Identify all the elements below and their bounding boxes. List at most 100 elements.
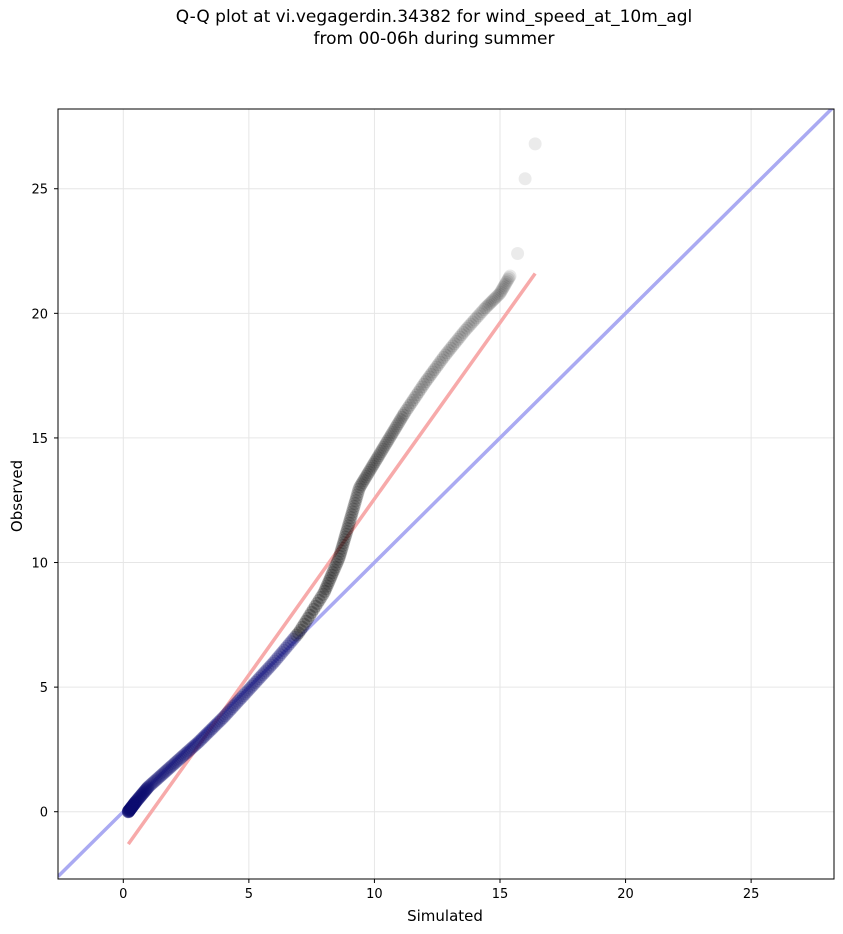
data-point [305,605,319,619]
data-point [458,323,472,337]
data-point [250,674,264,688]
x-axis: 0 5 10 15 20 25 [119,879,759,902]
data-point [316,587,330,601]
data-point [279,641,293,655]
data-point [335,541,349,555]
data-point [152,771,166,785]
y-tick-label: 25 [31,183,48,198]
data-point [477,303,491,317]
data-point [122,804,136,818]
data-point [136,787,150,801]
data-point [207,720,221,734]
data-point [144,778,158,792]
data-point [215,712,229,726]
data-point [412,385,426,399]
y-tick-label: 5 [40,681,48,696]
data-point [176,749,190,763]
data-point [125,800,139,814]
data-point [351,485,365,499]
data-point [490,290,504,304]
data-point [125,800,139,814]
data-point [339,527,353,541]
data-point [270,652,284,666]
x-tick-label: 20 [617,887,634,902]
data-point [466,315,480,329]
data-point [367,457,381,471]
x-tick-label: 25 [743,887,760,902]
data-point [342,516,356,530]
data-point [333,547,347,561]
data-point [210,717,224,731]
data-point [125,799,139,813]
data-point [326,566,340,580]
data-point [498,277,512,291]
data-point [460,321,474,335]
data-point [180,745,194,759]
data-point [230,696,244,710]
data-point [420,372,434,386]
data-point [318,584,332,598]
data-point [199,728,213,742]
data-point [503,269,517,283]
data-point [370,451,384,465]
data-point [446,339,460,353]
data-point [268,654,282,668]
data-point [343,513,357,527]
data-point [220,707,234,721]
data-point [122,804,136,818]
data-point [365,459,379,473]
data-point [137,785,151,799]
data-point [238,687,252,701]
data-point [349,494,363,508]
data-point [195,731,209,745]
data-point [334,544,348,558]
data-point [248,675,262,689]
data-point [349,491,363,505]
data-point [286,633,300,647]
data-point [153,770,167,784]
data-point [511,247,525,261]
data-point [464,317,478,331]
data-point [139,783,153,797]
data-point [320,579,334,593]
data-point [387,423,401,437]
data-point [495,284,509,298]
data-point [273,648,287,662]
data-point [192,734,206,748]
data-point [347,499,361,513]
data-point [406,393,420,407]
data-point [125,800,139,814]
data-point [431,358,445,372]
data-point [518,172,532,186]
data-point [218,709,232,723]
data-point [376,442,390,456]
chart-title: Q-Q plot at vi.vegagerdin.34382 for wind… [0,6,843,50]
data-point [353,480,367,494]
data-point [200,726,214,740]
data-point [410,388,424,402]
data-point [332,552,346,566]
data-point [128,796,142,810]
data-point [499,276,513,290]
data-point [453,330,467,344]
data-point [488,291,502,305]
data-point [262,660,276,674]
data-point [451,332,465,346]
data-point [257,666,271,680]
data-point [130,794,144,808]
data-point [408,390,422,404]
data-point [179,747,193,761]
chart-title-line-1: Q-Q plot at vi.vegagerdin.34382 for wind… [175,7,693,27]
data-point [478,301,492,315]
fit-line [126,272,537,846]
data-point [189,737,203,751]
data-point [487,293,501,307]
data-point [299,614,313,628]
data-point [129,794,143,808]
data-point [312,593,326,607]
data-point [140,782,154,796]
data-point [123,803,137,817]
data-point [235,690,249,704]
data-point [449,334,463,348]
data-point [170,754,184,768]
